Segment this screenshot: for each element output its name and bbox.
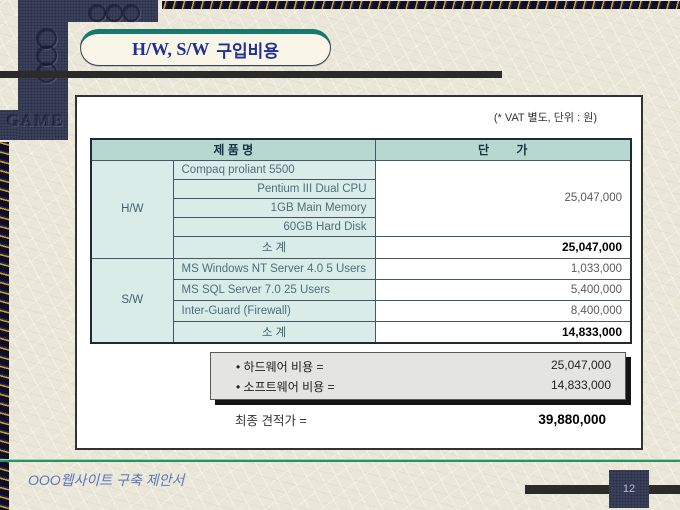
product-name-cell: Compaq proliant 5500 xyxy=(172,159,376,180)
game-watermark: GAME xyxy=(7,113,65,130)
sw-subtotal-row: 소 계 14,833,000 xyxy=(91,320,632,344)
zigzag-ribbon-left xyxy=(0,142,9,510)
final-total-row: 최종 견적가 = 39,880,000 xyxy=(235,409,606,429)
hw-subtotal-row: 소 계 25,047,000 xyxy=(91,235,632,259)
sw-category-cell: S/W xyxy=(90,257,174,344)
table-row: Pentium III Dual CPU xyxy=(91,178,631,199)
title-underline-bar xyxy=(0,71,502,78)
price-table: 제 품 명 단 가 H/W Compaq proliant 5500 25,04… xyxy=(90,138,632,344)
page-number: 12 xyxy=(622,483,636,495)
table-header-row: 제 품 명 단 가 xyxy=(90,138,632,161)
price-cell: 5,400,000 xyxy=(374,278,632,301)
footer-bar xyxy=(525,485,680,494)
navy-side-band xyxy=(18,0,68,140)
product-name-cell: MS Windows NT Server 4.0 5 Users xyxy=(172,257,376,280)
hardware-cost-label: • 하드웨어 비용 = xyxy=(236,359,324,374)
footer-divider xyxy=(0,459,680,462)
slide-title-latin: H/W, S/W xyxy=(132,39,210,59)
table-row: Inter-Guard (Firewall) 8,400,000 xyxy=(91,299,632,322)
final-total-label: 최종 견적가 = xyxy=(235,413,307,428)
final-total-value: 39,880,000 xyxy=(538,411,606,427)
vat-note: (* VAT 별도, 단위 : 원) xyxy=(493,112,597,124)
product-name-cell: MS SQL Server 7.0 25 Users xyxy=(172,278,376,301)
hardware-cost-value: 25,047,000 xyxy=(550,357,611,372)
software-cost-label: • 소프트웨어 비용 = xyxy=(236,379,335,394)
product-name-cell: Inter-Guard (Firewall) xyxy=(172,299,376,322)
content-panel: (* VAT 별도, 단위 : 원) 제 품 명 단 가 H/W Compaq … xyxy=(75,95,643,450)
footer-title: OOO웹사이트 구축 제안서 xyxy=(28,472,185,488)
hw-category-cell: H/W xyxy=(90,159,174,259)
zigzag-ribbon-top xyxy=(162,1,680,9)
product-name-cell: Pentium III Dual CPU xyxy=(172,178,376,199)
product-name-cell: 1GB Main Memory xyxy=(172,197,376,218)
table-row: S/W MS Windows NT Server 4.0 5 Users 1,0… xyxy=(90,257,632,344)
navy-side-extension xyxy=(0,110,18,140)
subtotal-value-cell: 14,833,000 xyxy=(374,320,632,344)
subtotal-value-cell: 25,047,000 xyxy=(374,235,632,259)
page-number-badge: 12 xyxy=(609,470,649,508)
product-column-header: 제 품 명 xyxy=(90,138,376,161)
price-column-header: 단 가 xyxy=(374,138,632,161)
table-row: MS SQL Server 7.0 25 Users 5,400,000 xyxy=(91,278,632,301)
table-row: 60GB Hard Disk xyxy=(91,216,631,237)
slide-title-korean: 구입비용 xyxy=(216,42,279,61)
decorative-circle-icon xyxy=(88,4,106,22)
decorative-circle-icon xyxy=(105,4,123,22)
slide-title-pill: H/W, S/W 구입비용 xyxy=(80,29,331,66)
price-cell: 1,033,000 xyxy=(374,257,632,280)
subtotal-label-cell: 소 계 xyxy=(172,320,376,344)
product-name-cell: 60GB Hard Disk xyxy=(172,216,376,237)
hw-merged-price-cell: 25,047,000 xyxy=(374,159,632,237)
cost-summary-box: • 하드웨어 비용 = 25,047,000 • 소프트웨어 비용 = 14,8… xyxy=(210,352,626,400)
table-row: 1GB Main Memory xyxy=(91,197,631,218)
price-cell: 8,400,000 xyxy=(374,299,632,322)
decorative-circle-icon xyxy=(122,4,140,22)
subtotal-label-cell: 소 계 xyxy=(172,235,376,259)
summary-row: • 하드웨어 비용 = 25,047,000 xyxy=(236,358,611,375)
software-cost-value: 14,833,000 xyxy=(550,377,611,392)
table-row: H/W Compaq proliant 5500 25,047,000 xyxy=(90,159,632,259)
summary-row: • 소프트웨어 비용 = 14,833,000 xyxy=(236,378,611,395)
